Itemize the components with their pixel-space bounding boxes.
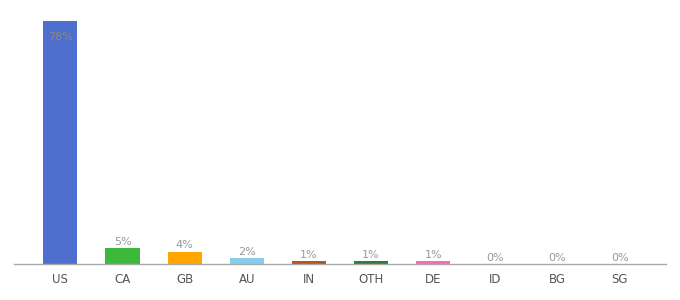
Bar — [292, 261, 326, 264]
Text: 0%: 0% — [487, 253, 504, 263]
Bar — [44, 21, 78, 264]
Text: 1%: 1% — [424, 250, 442, 260]
Bar — [230, 258, 264, 264]
Bar — [105, 248, 139, 264]
Bar — [354, 261, 388, 264]
Bar — [167, 252, 202, 264]
Text: 2%: 2% — [238, 247, 256, 256]
Text: 1%: 1% — [300, 250, 318, 260]
Text: 1%: 1% — [362, 250, 380, 260]
Text: 0%: 0% — [611, 253, 628, 263]
Bar — [602, 263, 636, 264]
Text: 5%: 5% — [114, 237, 131, 247]
Bar — [478, 263, 513, 264]
Bar — [541, 263, 575, 264]
Text: 4%: 4% — [175, 240, 194, 250]
Text: 0%: 0% — [549, 253, 566, 263]
Text: 78%: 78% — [48, 32, 73, 42]
Bar — [416, 261, 450, 264]
